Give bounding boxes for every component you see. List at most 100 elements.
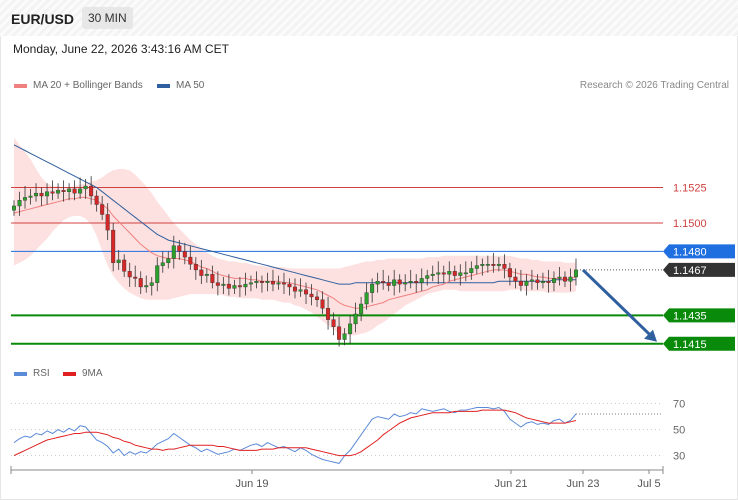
candle-body [425,275,430,279]
timestamp: Monday, June 22, 2026 3:43:16 AM CET [13,42,229,56]
candle-body [518,281,523,286]
timeframe-badge[interactable]: 30 MIN [82,7,133,29]
candle-body [144,285,149,288]
legend-ma20: MA 20 + Bollinger Bands [14,80,143,91]
candle-body [45,191,50,197]
candle-body [342,333,347,340]
candle-body [149,282,154,286]
level-tag-3 [663,262,735,277]
candle-body [83,185,88,190]
level-label-1: 1.1500 [673,218,707,230]
candle-body [160,262,165,266]
level-label-2: 1.1480 [673,246,707,258]
candle-body [574,269,579,278]
candle-body [337,326,342,340]
candle-body [568,276,573,282]
candle-body [94,195,99,205]
candle-body [105,214,110,231]
candle-body [166,258,171,263]
level-tag-2 [663,244,735,259]
candle-body [480,264,485,266]
candle-body [419,278,424,283]
candle-body [441,272,446,275]
candle-body [78,188,83,194]
candle-body [232,285,237,289]
candle-body [298,289,303,292]
candle-body [127,271,132,278]
candle-body [204,273,209,276]
candle-body [23,197,28,201]
9ma-line [13,409,577,457]
candle-body [138,278,143,288]
level-label-0: 1.1525 [673,182,707,194]
legend-ma50: MA 50 [157,80,204,91]
candle-body [133,276,138,279]
bollinger-band [14,137,576,336]
candle-body [270,281,275,285]
candle-body [61,190,66,192]
candle-body [210,273,215,283]
candle-body [254,281,259,283]
ma20-swatch [14,83,27,88]
candle-body [414,281,419,283]
candle-body [551,278,556,283]
candle-body [452,271,457,276]
candle-body [28,195,33,198]
candle-body [364,292,369,305]
x-label-0: Jun 19 [235,478,268,490]
legend-9ma-label: 9MA [82,368,103,379]
candle-body [436,272,441,275]
symbol-title: EUR/USD [11,11,75,27]
level-label-3: 1.1467 [673,265,707,277]
candle-body [392,279,397,286]
x-label-1: Jun 21 [494,478,527,490]
candle-body [496,264,501,266]
candle-body [215,282,220,286]
legend-ma20-label: MA 20 + Bollinger Bands [33,80,143,91]
candle-body [315,296,320,300]
header-bar: EUR/USD 30 MIN [0,0,738,36]
candle-body [491,264,496,266]
candle-body [11,205,16,211]
candle-body [535,279,540,283]
forecast-arrow-shaft [581,268,653,337]
candle-body [463,272,468,275]
candle-body [557,276,562,279]
ma50-swatch [157,83,170,88]
candle-body [17,200,22,207]
rsi-swatch [14,371,27,376]
x-label-2: Jun 23 [566,478,599,490]
candle-body [408,281,413,283]
candle-body [199,269,204,276]
forecast-arrow-head [644,329,657,342]
candle-body [89,185,94,197]
candle-body [226,283,231,289]
candle-body [304,289,309,295]
candle-body [447,271,452,275]
candle-body [381,281,386,283]
candle-body [348,323,353,335]
candle-body [386,282,391,286]
candle-body [430,273,435,276]
candle-body [507,268,512,278]
candle-body [221,283,226,286]
candle-body [72,188,77,194]
candle-body [458,272,463,276]
legend-rsi-label: RSI [33,368,50,379]
rsi-tick-1: 50 [673,425,685,437]
candle-body [397,279,402,285]
candle-body [259,281,264,283]
candle-body [265,281,270,283]
level-tag-5 [663,336,735,351]
candle-body [248,282,253,285]
candle-body [375,281,380,285]
candle-body [100,204,105,215]
level-tag-4 [663,308,735,323]
candle-body [359,303,364,315]
candle-body [326,308,331,320]
candle-body [524,281,529,286]
candle-body [281,282,286,285]
candle-body [67,188,72,192]
candle-body [474,265,479,269]
